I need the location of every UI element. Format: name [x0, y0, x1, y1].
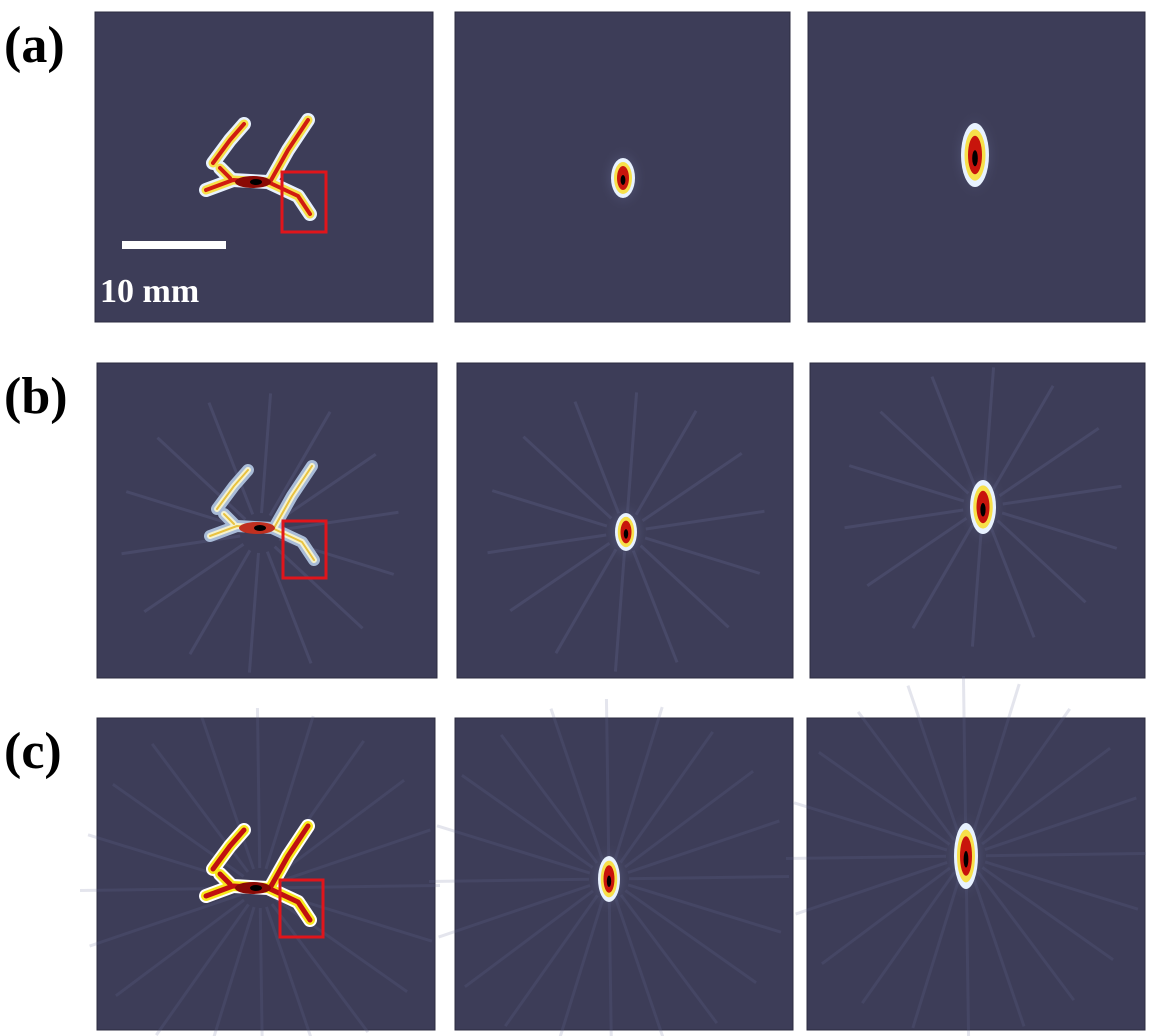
image-panel	[80, 708, 440, 1036]
spot-core	[972, 150, 978, 166]
scale-bar-label: 10 mm	[100, 273, 199, 310]
image-panel	[455, 12, 790, 322]
row-label: (b)	[4, 368, 68, 425]
row-label: (c)	[4, 723, 62, 780]
figure: (a) (b) (c) 10 mm	[0, 0, 1150, 1036]
row-label: (a)	[4, 17, 65, 74]
spot-core	[980, 503, 985, 517]
page: {"rows": [{"label": "(a)"}, {"label": "(…	[0, 0, 1150, 1036]
spot-core	[621, 175, 626, 185]
panel-background	[97, 718, 435, 1030]
spot-core	[607, 876, 611, 888]
scale-bar	[122, 241, 226, 249]
spot-core	[624, 529, 628, 539]
spot-core	[964, 851, 969, 868]
image-panel	[786, 676, 1146, 1036]
vessel-core	[250, 885, 262, 891]
vessel-core	[254, 525, 266, 531]
panel-background	[97, 363, 437, 678]
image-panel	[810, 363, 1145, 678]
image-row: (b)	[4, 363, 1145, 678]
image-panel	[808, 12, 1145, 322]
image-panel	[429, 699, 793, 1036]
image-row: (c)	[4, 676, 1146, 1036]
image-panel	[457, 363, 793, 678]
vessel-core	[250, 179, 262, 185]
image-panel	[97, 363, 437, 678]
